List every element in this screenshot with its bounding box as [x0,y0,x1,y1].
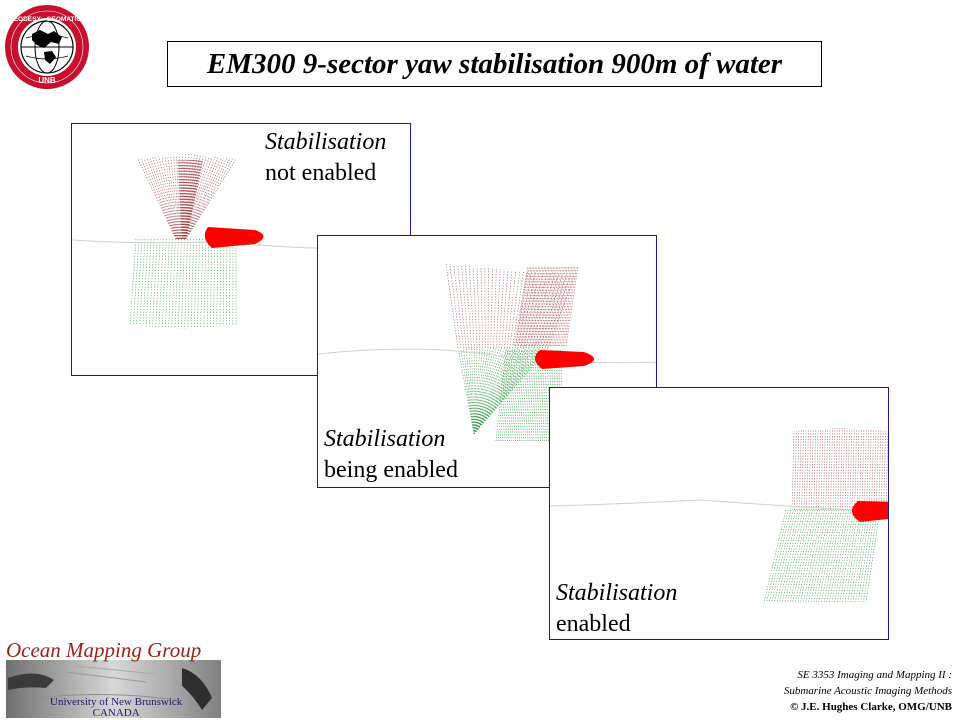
course-credit: SE 3353 Imaging and Mapping II : Submari… [784,667,952,715]
swath-plot-3 [550,428,888,603]
panel-enabled: Stabilisation enabled [549,387,889,640]
omg-university-name: University of New Brunswick [50,696,183,708]
logo-ring-text-bottom: UNB [38,76,56,85]
caption-being-enabled: Stabilisation being enabled [324,424,458,486]
caption-not-enabled: Stabilisation not enabled [265,127,387,189]
ship-icon [534,350,594,369]
caption-line1: Stabilisation [556,580,678,606]
course-line2: Submarine Acoustic Imaging Methods [783,685,952,697]
beam-fan-1 [129,154,237,329]
svg-text:GEODESY · GEOMATICS: GEODESY · GEOMATICS [9,16,86,23]
caption-enabled: Stabilisation enabled [556,578,678,639]
ship-icon [204,227,264,248]
omg-seafloor-image-icon [6,660,221,718]
course-line1: SE 3353 Imaging and Mapping II : [797,669,952,681]
slide-title-box: EM300 9-sector yaw stabilisation 900m of… [167,41,822,87]
caption-line1: Stabilisation [324,426,446,452]
ship-icon [852,501,888,522]
ship-track-line [550,499,888,513]
omg-university: University of New Brunswick CANADA [50,697,182,719]
copyright: © J.E. Hughes Clarke, OMG/UNB [790,701,952,713]
swath-plot-1 [72,154,410,329]
unb-geodesy-logo: GEODESY · GEOMATICS UNB [4,4,90,90]
omg-group-name: Ocean Mapping Group [6,638,202,662]
caption-line2: not enabled [265,160,377,186]
ship-track-line [318,348,656,364]
ocean-mapping-group-logo: Ocean Mapping Group University of New Br… [6,638,221,719]
omg-country: CANADA [92,707,140,719]
caption-line1: Stabilisation [265,129,387,155]
slide-title: EM300 9-sector yaw stabilisation 900m of… [206,47,783,80]
logo-seal-icon: GEODESY · GEOMATICS UNB [5,5,89,89]
caption-line2: enabled [556,611,631,637]
beam-fan-3 [763,428,888,603]
caption-line2: being enabled [324,457,458,483]
